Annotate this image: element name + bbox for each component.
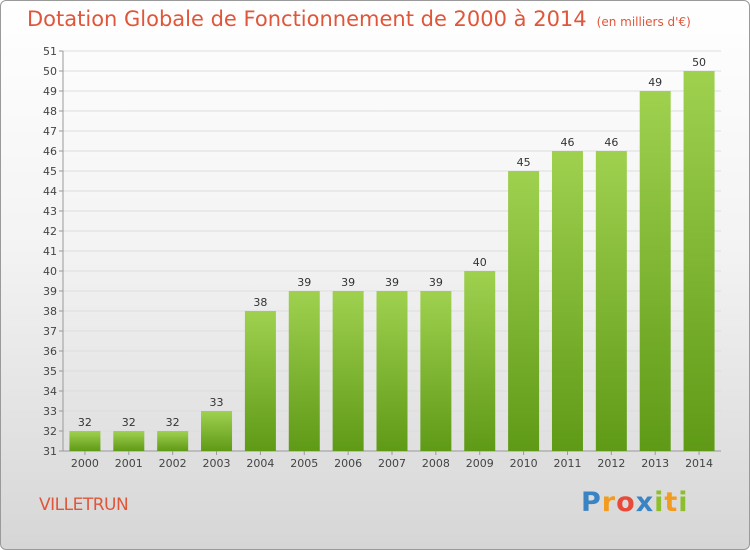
bar-2011 xyxy=(551,151,583,451)
chart-subtitle: (en milliers d'€) xyxy=(596,15,691,29)
x-tick-label: 2002 xyxy=(159,457,187,470)
y-tick-label: 45 xyxy=(43,165,57,178)
bar-2004 xyxy=(244,311,276,451)
y-tick-label: 33 xyxy=(43,405,57,418)
bar-2010 xyxy=(508,171,540,451)
bars xyxy=(69,71,715,451)
y-tick-label: 31 xyxy=(43,445,57,458)
bar-2013 xyxy=(639,91,671,451)
x-tick-label: 2009 xyxy=(466,457,494,470)
data-label: 46 xyxy=(560,136,574,149)
data-label: 39 xyxy=(429,276,443,289)
y-tick-label: 41 xyxy=(43,245,57,258)
x-tick-label: 2013 xyxy=(641,457,669,470)
y-tick-label: 47 xyxy=(43,125,57,138)
chart-title-text: Dotation Globale de Fonctionnement de 20… xyxy=(27,7,587,31)
y-tick-label: 50 xyxy=(43,65,57,78)
bar-2014 xyxy=(683,71,715,451)
y-tick-label: 36 xyxy=(43,345,57,358)
data-label: 32 xyxy=(166,416,180,429)
data-label: 50 xyxy=(692,56,706,69)
bar-2012 xyxy=(595,151,627,451)
bar-2003 xyxy=(201,411,233,451)
y-tick-label: 37 xyxy=(43,325,57,338)
x-tick-label: 2014 xyxy=(685,457,713,470)
bar-2002 xyxy=(157,431,189,451)
data-label: 32 xyxy=(122,416,136,429)
y-tick-label: 42 xyxy=(43,225,57,238)
y-tick-label: 39 xyxy=(43,285,57,298)
data-label: 39 xyxy=(385,276,399,289)
y-tick-label: 34 xyxy=(43,385,57,398)
data-label: 33 xyxy=(210,396,224,409)
x-tick-label: 2011 xyxy=(553,457,581,470)
x-tick-label: 2005 xyxy=(290,457,318,470)
chart-title: Dotation Globale de Fonctionnement de 20… xyxy=(27,7,691,31)
bar-2000 xyxy=(69,431,101,451)
bar-2005 xyxy=(288,291,320,451)
data-label: 40 xyxy=(473,256,487,269)
y-tick-label: 35 xyxy=(43,365,57,378)
x-tick-label: 2004 xyxy=(246,457,274,470)
bar-2009 xyxy=(464,271,496,451)
y-tick-label: 51 xyxy=(43,45,57,58)
y-tick-label: 38 xyxy=(43,305,57,318)
data-label: 49 xyxy=(648,76,662,89)
labels: 32 32 32 33 38 39 39 39 39 40 45 46 46 49 50 xyxy=(78,56,706,429)
y-tick-label: 43 xyxy=(43,205,57,218)
y-tick-label: 32 xyxy=(43,425,57,438)
commune-name: VILLETRUN xyxy=(39,495,129,515)
x-tick-label: 2006 xyxy=(334,457,362,470)
bar-2006 xyxy=(332,291,364,451)
data-label: 39 xyxy=(341,276,355,289)
data-label: 46 xyxy=(604,136,618,149)
y-tick-label: 49 xyxy=(43,85,57,98)
x-tick-label: 2000 xyxy=(71,457,99,470)
y-tick-label: 46 xyxy=(43,145,57,158)
x-tick-label: 2008 xyxy=(422,457,450,470)
data-label: 32 xyxy=(78,416,92,429)
bar-2001 xyxy=(113,431,145,451)
x-tick-label: 2010 xyxy=(510,457,538,470)
data-label: 45 xyxy=(517,156,531,169)
x-tick-label: 2012 xyxy=(597,457,625,470)
proxiti-logo[interactable]: Proxiti xyxy=(581,487,689,518)
x-tick-label: 2001 xyxy=(115,457,143,470)
data-label: 38 xyxy=(253,296,267,309)
x-tick-label: 2003 xyxy=(203,457,231,470)
y-tick-label: 40 xyxy=(43,265,57,278)
x-tick-label: 2007 xyxy=(378,457,406,470)
bar-2008 xyxy=(420,291,452,451)
y-tick-label: 44 xyxy=(43,185,57,198)
data-label: 39 xyxy=(297,276,311,289)
y-tick-label: 48 xyxy=(43,105,57,118)
bar-2007 xyxy=(376,291,408,451)
